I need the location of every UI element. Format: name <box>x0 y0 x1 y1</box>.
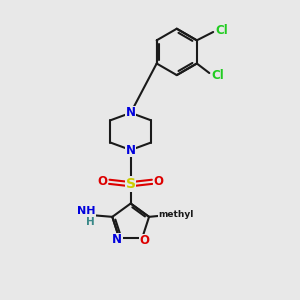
Text: O: O <box>154 175 164 188</box>
Text: O: O <box>98 175 108 188</box>
Text: N: N <box>126 106 136 119</box>
Text: Cl: Cl <box>216 24 229 37</box>
Text: S: S <box>126 177 136 191</box>
Text: O: O <box>140 234 149 247</box>
Text: N: N <box>112 233 122 246</box>
Text: Cl: Cl <box>212 70 225 83</box>
Text: N: N <box>126 143 136 157</box>
Text: H: H <box>85 217 94 227</box>
Text: methyl: methyl <box>158 210 194 219</box>
Text: NH: NH <box>77 206 95 216</box>
